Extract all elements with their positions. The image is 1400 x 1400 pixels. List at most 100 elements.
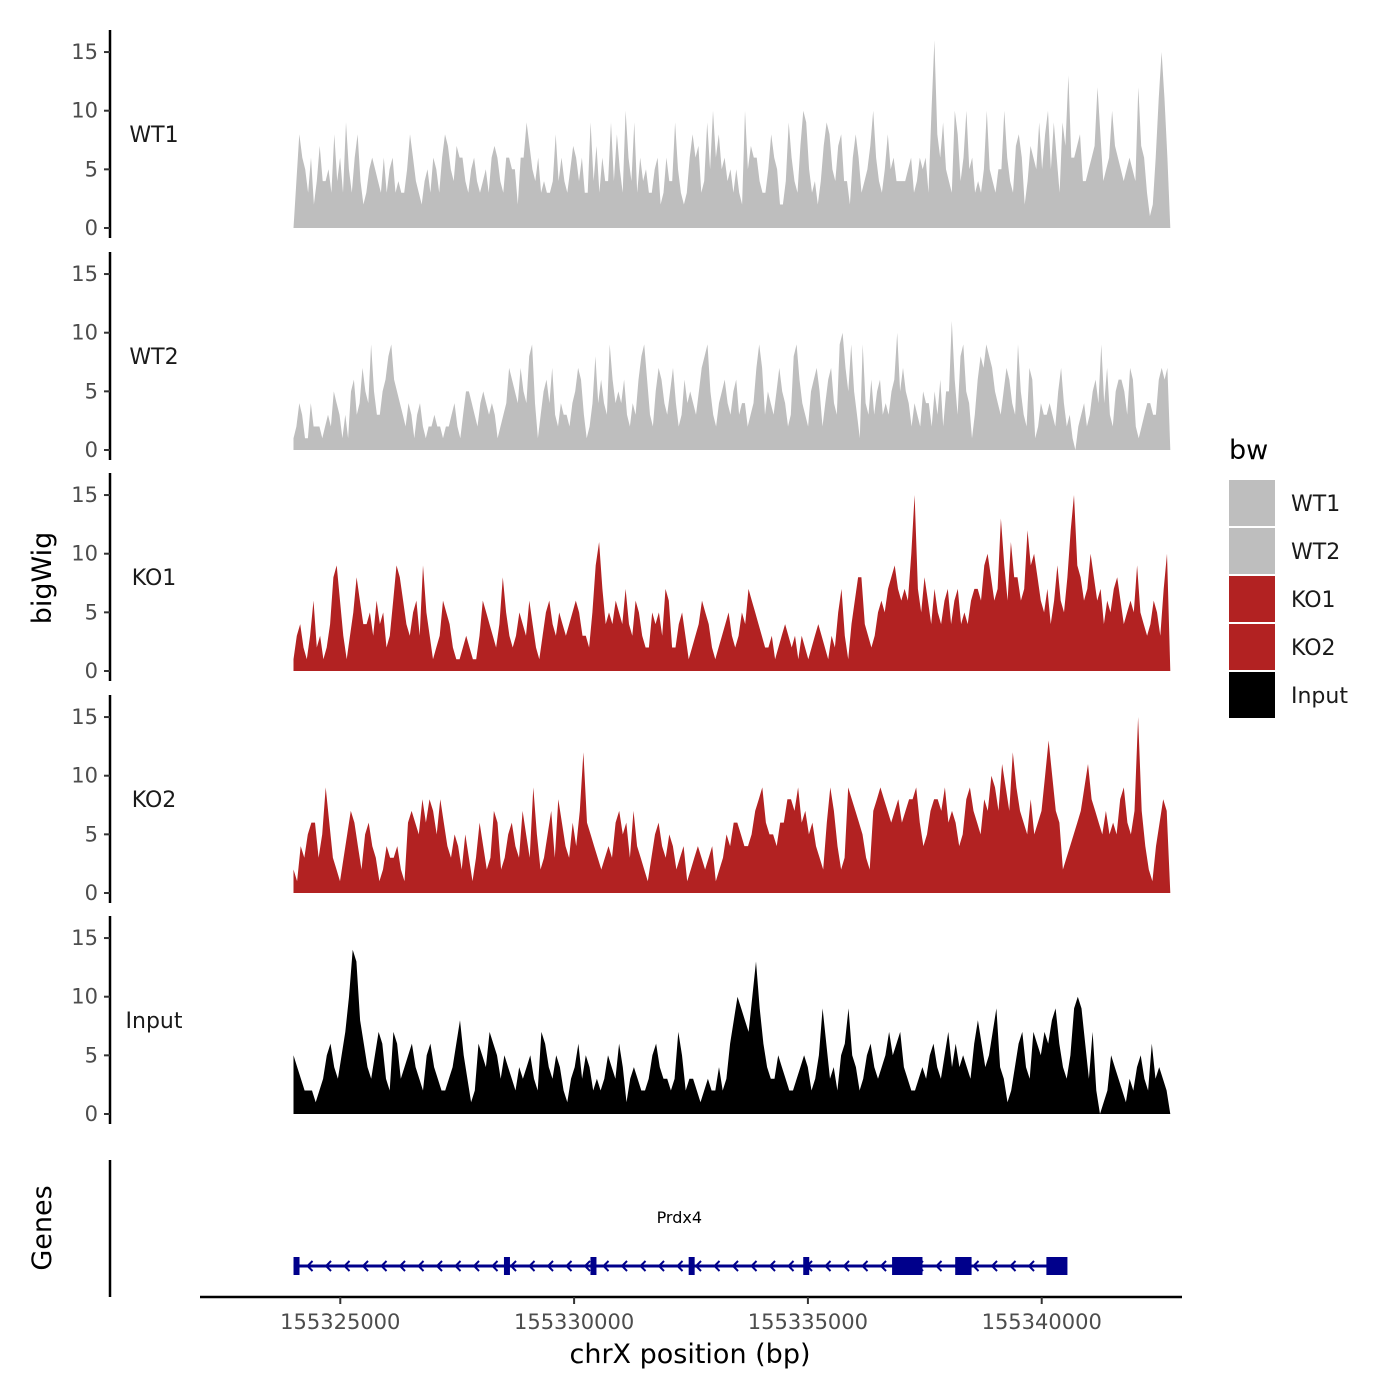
strand-arrow bbox=[731, 1260, 739, 1272]
track-panel-input: 0 5 10 15 Input bbox=[71, 916, 1171, 1126]
strand-arrow bbox=[361, 1260, 369, 1272]
legend-label-wt1: WT1 bbox=[1291, 492, 1340, 517]
x-axis-title: chrX position (bp) bbox=[569, 1339, 810, 1370]
gene-label: Prdx4 bbox=[657, 1208, 702, 1227]
strand-arrow bbox=[602, 1260, 610, 1272]
strand-arrow bbox=[1027, 1260, 1035, 1272]
strand-arrow bbox=[935, 1260, 943, 1272]
strand-arrow bbox=[343, 1260, 351, 1272]
y-tick-label: 15 bbox=[71, 705, 98, 729]
strand-arrow bbox=[398, 1260, 406, 1272]
strand-arrow bbox=[620, 1260, 628, 1272]
y-tick-label: 0 bbox=[85, 438, 98, 462]
x-axis: 155325000 155330000 155335000 155340000 bbox=[200, 1295, 1182, 1334]
track-panels: 0 5 10 15 WT1 0 5 10 15 WT2 0 5 10 15 KO1 0 5 10 15 KO2 0 5 10… bbox=[71, 30, 1171, 1126]
strand-arrow bbox=[972, 1260, 980, 1272]
strand-arrow bbox=[583, 1260, 591, 1272]
signal-area-ko2 bbox=[293, 717, 1171, 893]
strand-arrow bbox=[879, 1260, 887, 1272]
y-tick-label: 10 bbox=[71, 99, 98, 123]
y-tick-label: 15 bbox=[71, 40, 98, 64]
gene-exon bbox=[803, 1257, 810, 1275]
strand-arrow bbox=[1009, 1260, 1017, 1272]
track-panel-ko1: 0 5 10 15 KO1 bbox=[71, 473, 1171, 683]
strand-arrow bbox=[639, 1260, 647, 1272]
signal-area-wt2 bbox=[293, 321, 1171, 450]
y-tick-label: 0 bbox=[85, 216, 98, 240]
strand-arrow bbox=[546, 1260, 554, 1272]
legend-label-wt2: WT2 bbox=[1291, 540, 1340, 565]
gene-exon bbox=[955, 1257, 972, 1275]
gene-exon bbox=[503, 1257, 510, 1275]
track-label-ko2: KO2 bbox=[132, 788, 177, 813]
genes-panel: Prdx4 bbox=[108, 1160, 1068, 1297]
legend-title: bw bbox=[1229, 435, 1268, 466]
gene-exon bbox=[1046, 1257, 1068, 1275]
x-tick-label: 155335000 bbox=[748, 1310, 868, 1334]
strand-arrow bbox=[565, 1260, 573, 1272]
strand-arrow bbox=[306, 1260, 314, 1272]
y-tick-label: 15 bbox=[71, 262, 98, 286]
track-panel-ko2: 0 5 10 15 KO2 bbox=[71, 695, 1171, 905]
legend-label-ko1: KO1 bbox=[1291, 588, 1336, 613]
y-tick-label: 10 bbox=[71, 321, 98, 345]
track-label-input: Input bbox=[126, 1009, 183, 1034]
strand-arrow bbox=[768, 1260, 776, 1272]
y-axis-title: bigWig bbox=[27, 532, 58, 625]
strand-arrow bbox=[417, 1260, 425, 1272]
legend-swatch-ko2 bbox=[1229, 624, 1275, 670]
strand-arrow bbox=[472, 1260, 480, 1272]
track-label-wt2: WT2 bbox=[129, 345, 178, 370]
strand-arrow bbox=[861, 1260, 869, 1272]
strand-arrow bbox=[787, 1260, 795, 1272]
x-tick-label: 155330000 bbox=[514, 1310, 634, 1334]
strand-arrow bbox=[694, 1260, 702, 1272]
strand-arrow bbox=[435, 1260, 443, 1272]
signal-area-ko1 bbox=[293, 495, 1171, 671]
gene-exon bbox=[293, 1257, 300, 1275]
track-panel-wt1: 0 5 10 15 WT1 bbox=[71, 30, 1171, 240]
strand-arrow bbox=[454, 1260, 462, 1272]
y-tick-label: 15 bbox=[71, 483, 98, 507]
legend-label-ko2: KO2 bbox=[1291, 636, 1336, 661]
strand-arrow bbox=[380, 1260, 388, 1272]
y-tick-label: 5 bbox=[85, 379, 98, 403]
legend-label-input: Input bbox=[1291, 684, 1348, 709]
y-tick-label: 10 bbox=[71, 542, 98, 566]
strand-arrow bbox=[491, 1260, 499, 1272]
signal-area-input bbox=[293, 949, 1171, 1114]
legend-swatch-input bbox=[1229, 672, 1275, 718]
strand-arrow bbox=[750, 1260, 758, 1272]
y-tick-label: 5 bbox=[85, 157, 98, 181]
y-tick-label: 0 bbox=[85, 881, 98, 905]
y-tick-label: 0 bbox=[85, 1102, 98, 1126]
track-panel-wt2: 0 5 10 15 WT2 bbox=[71, 252, 1171, 462]
strand-arrow bbox=[713, 1260, 721, 1272]
y-tick-label: 5 bbox=[85, 822, 98, 846]
x-tick-label: 155325000 bbox=[280, 1310, 400, 1334]
gene-exon bbox=[590, 1257, 597, 1275]
y-tick-label: 10 bbox=[71, 985, 98, 1009]
y-tick-label: 0 bbox=[85, 659, 98, 683]
strand-arrow bbox=[676, 1260, 684, 1272]
x-tick-label: 155340000 bbox=[982, 1310, 1102, 1334]
y-tick-label: 5 bbox=[85, 600, 98, 624]
legend-swatch-wt2 bbox=[1229, 528, 1275, 574]
gene-exon bbox=[892, 1257, 923, 1275]
strand-arrow bbox=[657, 1260, 665, 1272]
legend-swatch-wt1 bbox=[1229, 480, 1275, 526]
genes-axis-title: Genes bbox=[27, 1185, 58, 1270]
strand-arrow bbox=[528, 1260, 536, 1272]
gene-exon bbox=[688, 1257, 695, 1275]
y-tick-label: 5 bbox=[85, 1043, 98, 1067]
strand-arrow bbox=[990, 1260, 998, 1272]
y-tick-label: 15 bbox=[71, 926, 98, 950]
track-label-ko1: KO1 bbox=[132, 566, 177, 591]
track-label-wt1: WT1 bbox=[129, 123, 178, 148]
strand-arrow bbox=[824, 1260, 832, 1272]
legend: bw WT1 WT2 KO1 KO2 Input bbox=[1229, 435, 1348, 718]
strand-arrow bbox=[324, 1260, 332, 1272]
legend-swatch-ko1 bbox=[1229, 576, 1275, 622]
signal-area-wt1 bbox=[293, 40, 1171, 228]
